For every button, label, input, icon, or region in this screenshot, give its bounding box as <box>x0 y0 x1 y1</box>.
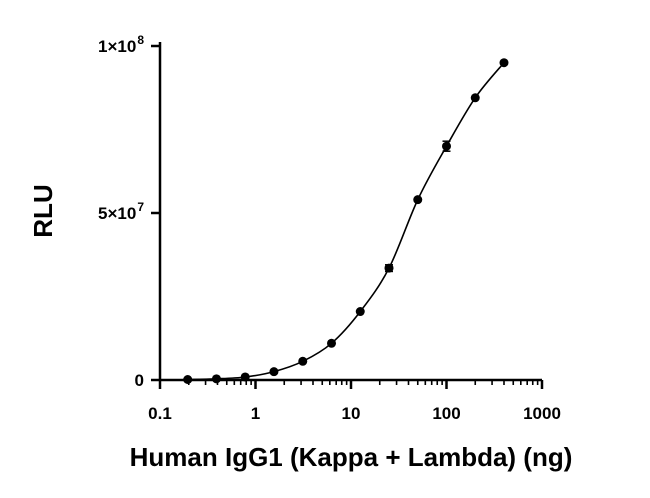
data-point-10 <box>470 93 480 103</box>
x-tick-label-0: 0.1 <box>148 404 172 423</box>
data-point-11 <box>499 58 509 68</box>
y-tick-label-exponent-2: 8 <box>137 33 144 47</box>
x-tick-label-4: 1000 <box>523 404 561 423</box>
data-points <box>183 58 509 384</box>
y-tick-label-base-0: 0 <box>135 371 144 390</box>
x-ticks: 0.1 1 10 100 1000 <box>148 380 561 423</box>
data-point-9 <box>442 141 451 151</box>
x-axis-title: Human IgG1 (Kappa + Lambda) (ng) <box>130 442 573 472</box>
y-tick-label-1: 5×107 <box>98 200 144 223</box>
data-point-3 <box>269 367 279 377</box>
error-bars <box>385 140 451 273</box>
y-axis-title: RLU <box>28 184 58 237</box>
data-point-6 <box>355 307 365 317</box>
y-tick-label-0: 0 <box>135 371 144 390</box>
y-ticks: 0 5×107 1×108 <box>98 33 160 390</box>
data-point-0 <box>183 374 193 384</box>
y-tick-label-exponent-1: 7 <box>137 200 144 214</box>
x-tick-label-2: 10 <box>342 404 361 423</box>
data-point-5 <box>327 338 337 348</box>
axes <box>158 42 542 382</box>
y-tick-label-base-1: 5×10 <box>98 204 136 223</box>
data-point-7 <box>384 263 394 273</box>
y-tick-label-2: 1×108 <box>98 33 144 56</box>
data-point-8 <box>413 195 423 205</box>
fit-curve <box>187 62 505 381</box>
x-tick-label-1: 1 <box>251 404 260 423</box>
x-tick-label-3: 100 <box>432 404 460 423</box>
data-point-4 <box>298 356 308 366</box>
data-point-2 <box>240 372 250 382</box>
data-point-1 <box>211 374 221 384</box>
y-tick-label-base-2: 1×10 <box>98 37 136 56</box>
